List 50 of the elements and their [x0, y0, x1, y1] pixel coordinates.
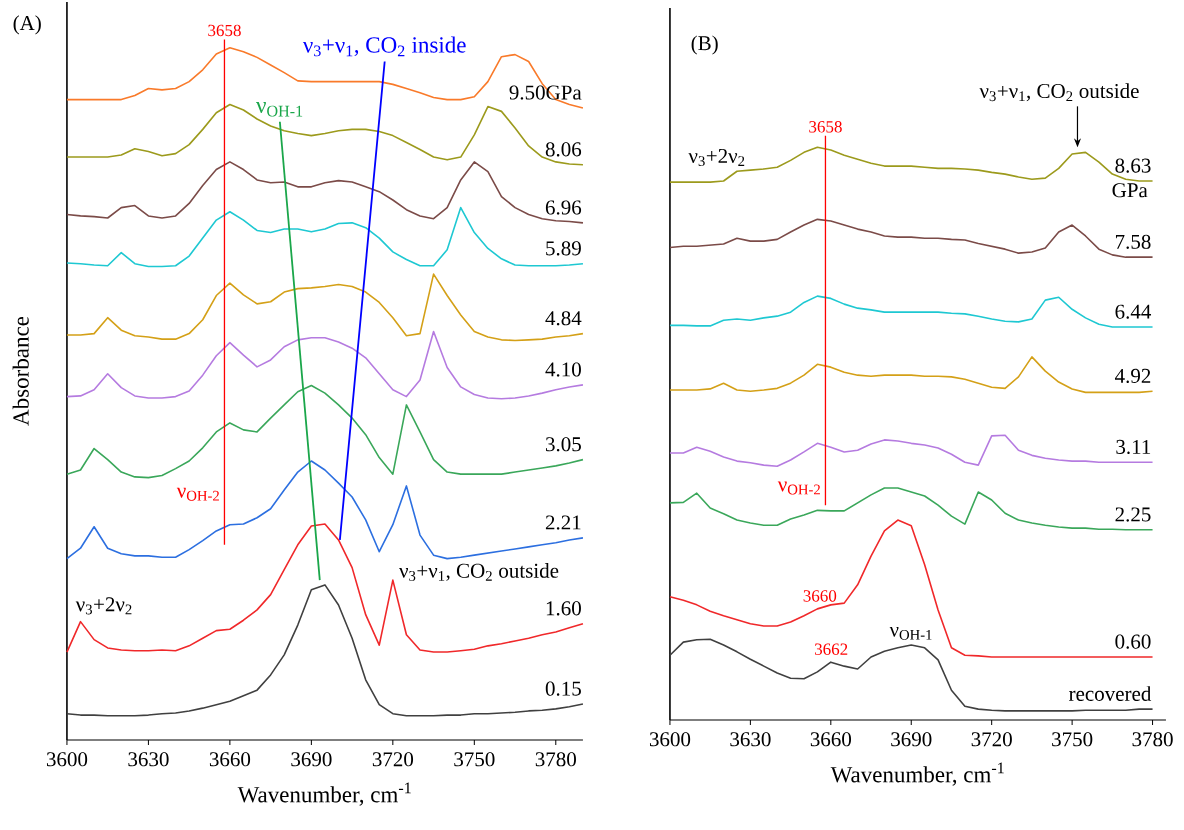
series-label: 1.60 [546, 601, 581, 616]
series-label: 3.11 [1116, 439, 1151, 455]
series-label: ν$_{OH-1}$ [256, 102, 303, 117]
text: (B) [691, 35, 718, 55]
x-axis-title: Wavenumber, cm$^{-1}$ [830, 762, 1004, 786]
x-tick-label: 3690 [291, 752, 332, 767]
annotation: 3662 [814, 643, 848, 655]
series-label: 5.89 [546, 241, 581, 256]
x-tick-label: 3750 [454, 752, 495, 767]
annotation: ν$_{OH-2}$ [176, 487, 219, 501]
ref-line-label: 3658 [809, 121, 842, 133]
y-axis-title: Absorbance [12, 316, 29, 426]
annotation: GPa [1112, 183, 1148, 198]
annotation: 3660 [803, 590, 837, 602]
x-tick-label: 3720 [971, 732, 1012, 747]
annotation: ν$_{3}$+2ν$_{2}$ [75, 597, 132, 615]
series-label: 4.92 [1115, 368, 1151, 383]
x-tick-label: 3600 [46, 752, 88, 767]
x-tick-label: 3720 [372, 752, 414, 767]
series-label: recovered [1069, 686, 1152, 701]
series-label: 7.58 [1115, 234, 1151, 249]
x-tick-label: 3600 [649, 732, 691, 747]
series-label: 2.25 [1115, 507, 1151, 522]
annotation: ν$_{OH-2}$ [777, 481, 820, 495]
series-label: 8.06 [545, 142, 582, 157]
series-label: 4.84 [545, 311, 582, 326]
annotation: ν$_{3}$+ν$_{1}$, CO$_{2}$ outside [399, 563, 559, 581]
x-tick-label: 3780 [1132, 732, 1173, 747]
x-tick-label: 3780 [535, 752, 576, 767]
series-label: 0.15 [545, 681, 581, 696]
series-label: 6.44 [1115, 304, 1152, 319]
series-label: ν$_{3}$+ν$_{1}$, CO$_{2}$ inside [302, 36, 466, 57]
ref-line-label: 3658 [208, 24, 241, 37]
x-tick-label: 3660 [209, 752, 251, 767]
series-label: 0.60 [1115, 634, 1151, 649]
text: (A) [13, 15, 41, 35]
series-label: 2.21 [545, 515, 581, 530]
annotation: ν$_{3}$+2ν$_{2}$ [688, 148, 745, 167]
x-tick-label: 3690 [891, 732, 932, 747]
x-tick-label: 3630 [128, 752, 169, 767]
series-label: 8.63 [1115, 158, 1151, 173]
series-label: 4.10 [545, 362, 581, 377]
x-tick-label: 3750 [1052, 732, 1093, 747]
annotation: ν$_{3}$+ν$_{1}$, CO$_{2}$ outside [979, 83, 1139, 102]
x-tick-label: 3660 [810, 732, 852, 747]
annotation: ν$_{OH-1}$ [889, 626, 932, 640]
x-axis-title: Wavenumber, cm$^{-1}$ [237, 782, 411, 806]
series-label: 6.96 [545, 200, 582, 215]
x-tick-label: 3630 [730, 732, 771, 747]
series-label: 3.05 [545, 437, 581, 452]
